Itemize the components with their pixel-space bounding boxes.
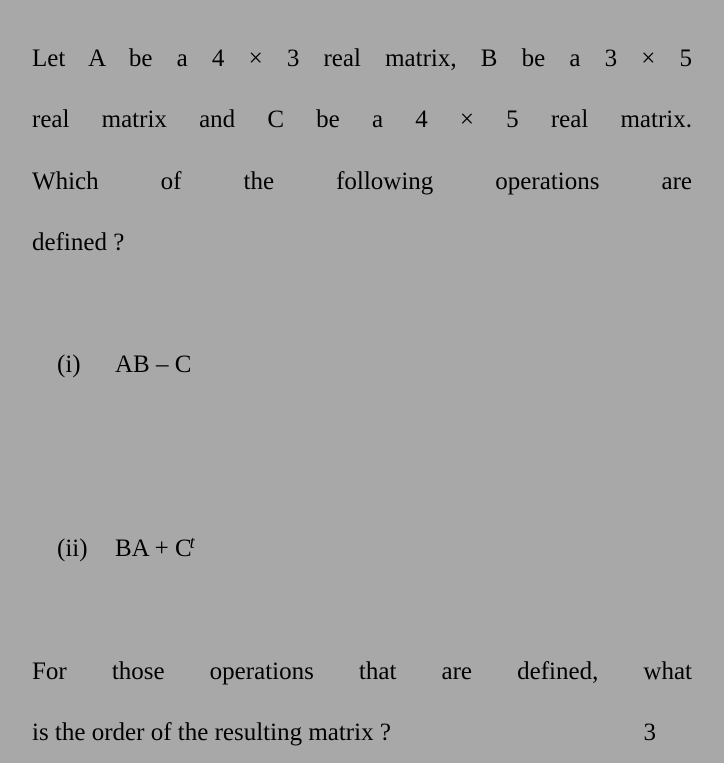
option-1: (i)AB – C (32, 273, 692, 457)
tail-line-2-row: is the order of the resulting matrix ? 3 (32, 702, 692, 763)
stem-line-3: Which of the following operations are (32, 151, 692, 212)
marks-value: 3 (644, 702, 693, 763)
stem-line-1: Let A be a 4 × 3 real matrix, B be a 3 ×… (32, 28, 692, 89)
stem-line-2: real matrix and C be a 4 × 5 real matrix… (32, 89, 692, 150)
option-2-text: BA + Ct (115, 535, 195, 562)
question-block: Let A be a 4 × 3 real matrix, B be a 3 ×… (32, 28, 692, 763)
option-2: (ii)BA + Ct (32, 457, 692, 641)
option-2-prefix: BA + C (115, 535, 192, 562)
option-1-label: (i) (57, 334, 115, 395)
tail-line-1: For those operations that are defined, w… (32, 641, 692, 702)
tail-line-2: is the order of the resulting matrix ? (32, 702, 391, 763)
stem-line-4: defined ? (32, 212, 692, 273)
option-1-text: AB – C (115, 351, 191, 378)
option-2-label: (ii) (57, 518, 115, 579)
option-2-superscript: t (190, 532, 195, 552)
